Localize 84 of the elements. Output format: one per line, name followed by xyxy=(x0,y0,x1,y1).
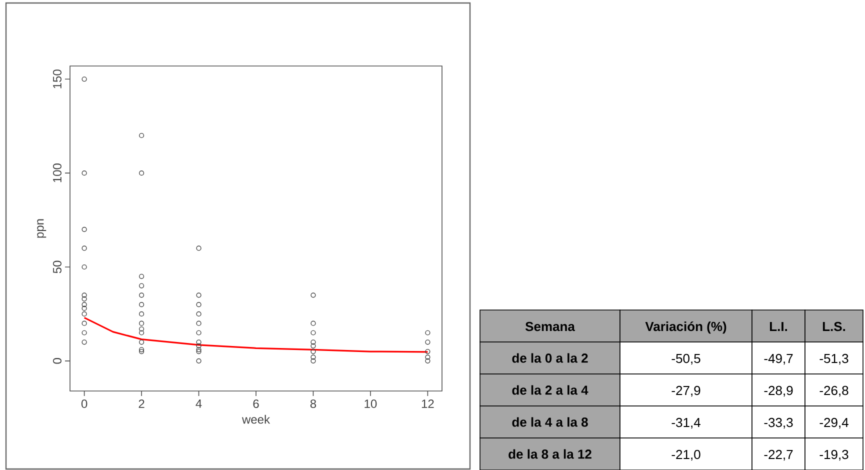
x-tick-label: 6 xyxy=(253,400,259,408)
point xyxy=(138,302,144,308)
point xyxy=(310,320,316,326)
point xyxy=(82,170,87,176)
point xyxy=(196,343,202,348)
y-tick-label: 150 xyxy=(52,70,62,88)
series-label: L.S. xyxy=(822,322,846,332)
point xyxy=(82,296,87,302)
point xyxy=(138,340,144,345)
point xyxy=(138,311,144,317)
data-label: -50,5 xyxy=(672,354,700,365)
point xyxy=(196,348,202,354)
point xyxy=(138,348,144,354)
point xyxy=(82,302,87,308)
point xyxy=(138,330,144,336)
point xyxy=(138,326,144,332)
point xyxy=(310,354,316,360)
point xyxy=(425,330,430,336)
y-tick-label: 0 xyxy=(52,358,62,364)
y-axis-title: ppn xyxy=(37,219,46,238)
point xyxy=(82,246,87,251)
x-tick-label: 2 xyxy=(138,400,144,408)
point xyxy=(82,330,87,336)
data-label: -33,3 xyxy=(764,418,793,429)
data-label: -26,8 xyxy=(820,386,848,397)
point xyxy=(196,340,202,345)
point xyxy=(82,320,87,326)
category-label: de la 4 a la 8 xyxy=(512,417,588,427)
point xyxy=(138,132,144,138)
point xyxy=(82,311,87,317)
point xyxy=(196,302,202,308)
point xyxy=(196,358,202,364)
point xyxy=(425,340,430,345)
data-label: -51,3 xyxy=(820,354,848,365)
line-series xyxy=(84,316,428,353)
data-label: -27,9 xyxy=(672,386,700,397)
point xyxy=(310,340,316,345)
x-tick-label: 12 xyxy=(422,400,434,408)
point xyxy=(425,358,430,364)
category-label: de la 8 a la 12 xyxy=(508,449,592,459)
text: Semana xyxy=(525,322,576,332)
point xyxy=(138,292,144,298)
series-label: L.I. xyxy=(770,322,787,331)
x-tick-label: 0 xyxy=(81,400,88,408)
x-axis-title: week xyxy=(242,414,270,424)
data-label: -29,4 xyxy=(820,418,848,429)
point xyxy=(425,354,430,360)
point xyxy=(310,330,316,336)
point xyxy=(310,358,316,364)
y-tick-label: 50 xyxy=(52,260,62,274)
point xyxy=(82,306,87,311)
point xyxy=(196,347,202,352)
point xyxy=(82,226,87,232)
data-label: -22,7 xyxy=(764,450,793,461)
point xyxy=(196,246,202,251)
point xyxy=(310,348,316,354)
series-label: Variación (%) xyxy=(645,321,726,334)
point xyxy=(196,311,202,317)
point xyxy=(138,320,144,326)
point xyxy=(196,330,202,336)
point xyxy=(196,320,202,326)
point xyxy=(82,264,87,270)
point xyxy=(138,170,144,176)
point xyxy=(138,274,144,279)
point xyxy=(425,348,430,354)
point xyxy=(138,347,144,352)
data-label: -49,7 xyxy=(764,354,793,365)
point xyxy=(82,292,87,298)
data-label: -21,0 xyxy=(672,450,700,461)
data-label: -31,4 xyxy=(672,418,700,429)
point xyxy=(196,292,202,298)
data-label: -28,9 xyxy=(764,386,793,397)
x-tick-label: 10 xyxy=(364,400,377,408)
point xyxy=(310,343,316,348)
point xyxy=(138,283,144,288)
x-tick-label: 8 xyxy=(310,400,316,408)
data-label: -19,3 xyxy=(820,450,848,461)
category-label: de la 0 a la 2 xyxy=(512,353,588,363)
point xyxy=(82,76,87,82)
category-label: de la 2 a la 4 xyxy=(512,385,588,395)
y-tick-label: 100 xyxy=(52,164,62,182)
point xyxy=(82,340,87,345)
x-tick-label: 4 xyxy=(196,400,202,408)
point xyxy=(310,292,316,298)
